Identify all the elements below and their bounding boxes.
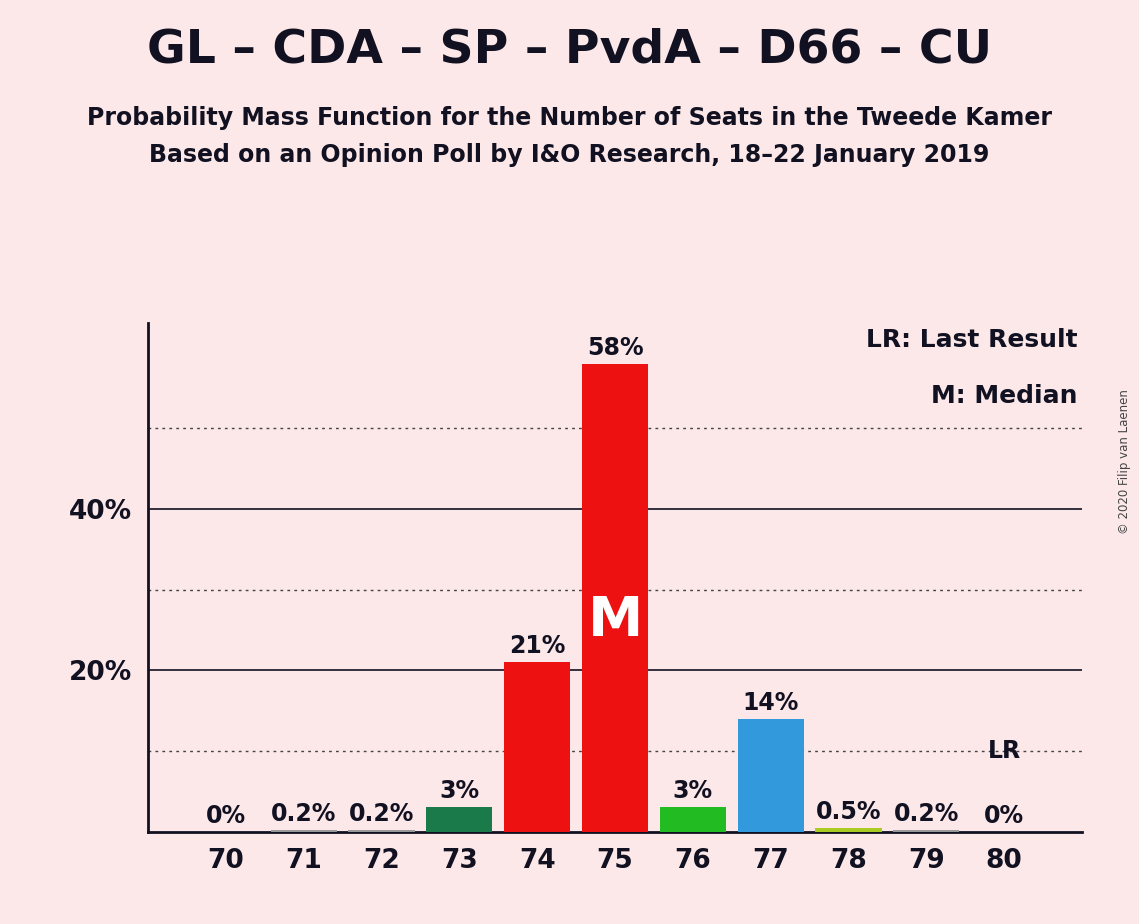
- Text: M: Median: M: Median: [931, 384, 1077, 408]
- Text: LR: LR: [988, 739, 1021, 763]
- Bar: [349, 830, 415, 832]
- Bar: [659, 808, 726, 832]
- Text: 3%: 3%: [673, 779, 713, 803]
- Text: 0.2%: 0.2%: [349, 802, 415, 826]
- Text: 0%: 0%: [206, 805, 246, 829]
- Text: Based on an Opinion Poll by I&O Research, 18–22 January 2019: Based on an Opinion Poll by I&O Research…: [149, 143, 990, 167]
- Text: M: M: [588, 594, 642, 648]
- Bar: [582, 364, 648, 832]
- Bar: [426, 808, 492, 832]
- Text: 0.2%: 0.2%: [894, 802, 959, 826]
- Text: 21%: 21%: [509, 634, 565, 658]
- Bar: [271, 830, 337, 832]
- Text: 3%: 3%: [440, 779, 480, 803]
- Text: 58%: 58%: [587, 335, 644, 359]
- Text: 14%: 14%: [743, 690, 798, 714]
- Text: LR: Last Result: LR: Last Result: [866, 328, 1077, 352]
- Bar: [505, 663, 571, 832]
- Text: 0.2%: 0.2%: [271, 802, 336, 826]
- Text: Probability Mass Function for the Number of Seats in the Tweede Kamer: Probability Mass Function for the Number…: [87, 106, 1052, 130]
- Text: GL – CDA – SP – PvdA – D66 – CU: GL – CDA – SP – PvdA – D66 – CU: [147, 28, 992, 73]
- Text: 0%: 0%: [984, 805, 1024, 829]
- Text: © 2020 Filip van Laenen: © 2020 Filip van Laenen: [1118, 390, 1131, 534]
- Text: 0.5%: 0.5%: [816, 799, 882, 823]
- Bar: [816, 828, 882, 832]
- Bar: [893, 830, 959, 832]
- Bar: [738, 719, 804, 832]
